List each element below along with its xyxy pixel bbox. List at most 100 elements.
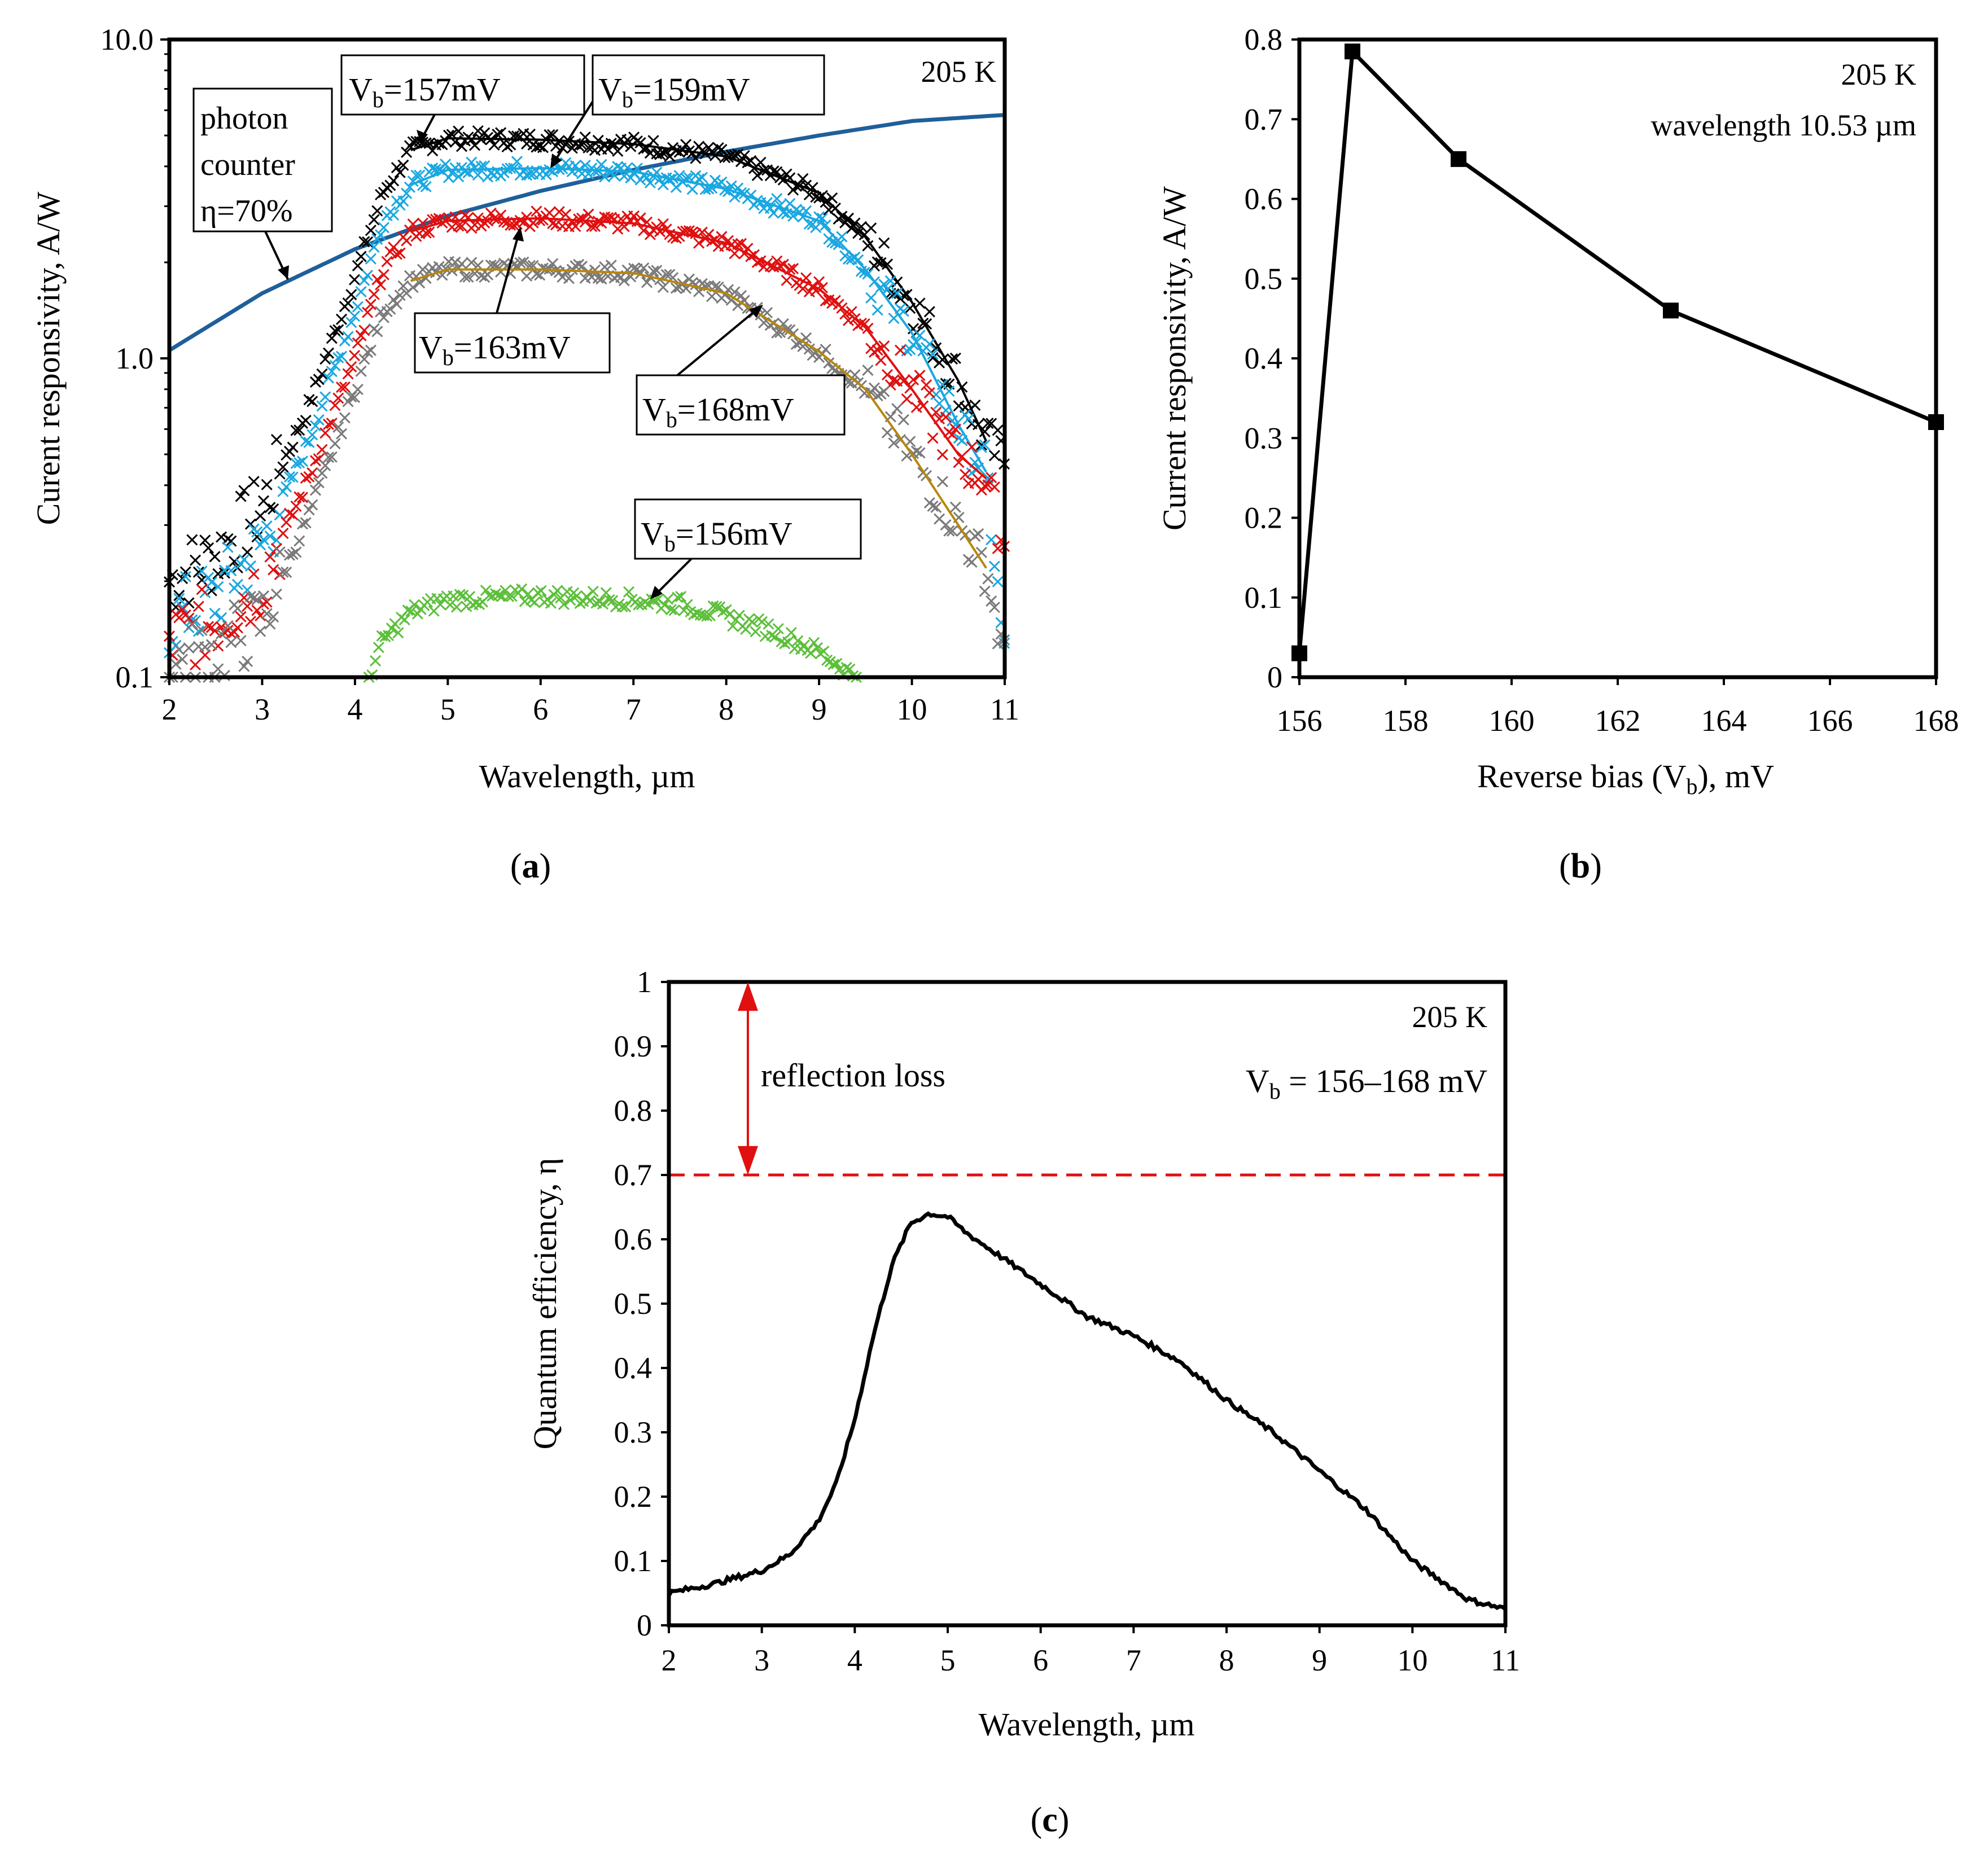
data-point <box>192 566 204 578</box>
y-tick-label: 0.2 <box>614 1480 653 1514</box>
data-point <box>657 281 669 293</box>
data-point <box>881 369 894 381</box>
data-point <box>891 287 903 299</box>
data-point <box>420 227 432 239</box>
data-point <box>878 278 890 291</box>
y-tick-label: 0.6 <box>1245 182 1283 216</box>
data-point <box>521 270 533 282</box>
data-point <box>982 479 994 491</box>
data-point <box>923 306 935 318</box>
data-point <box>242 655 253 668</box>
panel-c-ylabel: Quantum efficiency, η <box>527 1158 563 1450</box>
fit-line <box>410 268 987 569</box>
data-point <box>881 258 894 270</box>
y-tick-label: 0.5 <box>614 1287 653 1321</box>
data-point <box>379 630 391 643</box>
data-point <box>979 439 991 451</box>
panel-c-bias-range: Vb = 156–168 mV <box>1246 1063 1487 1104</box>
data-point <box>342 331 354 343</box>
series-vb-159mv <box>163 156 1010 659</box>
data-point <box>714 601 726 613</box>
data-point <box>189 659 202 670</box>
data-point <box>560 266 572 278</box>
data-point <box>335 313 348 325</box>
data-point <box>287 471 299 483</box>
data-point <box>691 607 703 619</box>
quantum-efficiency-curve <box>667 1211 1507 1611</box>
data-point <box>979 585 991 597</box>
data-point <box>501 141 513 153</box>
data-point <box>316 368 328 380</box>
photon-counter-label-line2: counter <box>200 147 295 182</box>
data-point <box>319 459 331 472</box>
data-point <box>544 207 555 219</box>
data-point <box>453 125 465 137</box>
data-point <box>769 631 781 643</box>
data-point <box>225 535 237 547</box>
data-point <box>605 259 617 271</box>
data-point <box>592 134 604 146</box>
data-point <box>251 526 263 538</box>
data-point <box>483 590 495 602</box>
vb156-arrowhead <box>650 586 663 599</box>
data-point <box>378 312 389 323</box>
data-point <box>524 168 536 180</box>
data-point <box>440 158 452 170</box>
data-point <box>264 551 276 563</box>
data-point <box>884 275 896 287</box>
data-point <box>450 601 463 613</box>
data-point <box>657 147 669 159</box>
data-point <box>370 655 382 666</box>
data-point <box>862 240 874 252</box>
vb159-label: Vb=159mV <box>598 71 750 112</box>
data-point <box>394 290 406 301</box>
data-point <box>222 541 234 553</box>
x-tick-label: 3 <box>754 1643 769 1677</box>
data-point <box>792 635 804 647</box>
x-tick-label: 5 <box>440 692 456 726</box>
data-point <box>270 588 282 600</box>
data-point <box>647 265 659 277</box>
data-point <box>836 211 848 222</box>
data-point <box>235 611 247 622</box>
y-tick-label: 0.3 <box>614 1415 653 1449</box>
fit-line <box>410 137 987 442</box>
data-point <box>508 219 520 231</box>
data-point <box>608 139 620 151</box>
data-point <box>618 170 630 182</box>
data-point <box>203 621 214 633</box>
data-point <box>309 420 322 432</box>
data-point <box>719 152 731 164</box>
data-point <box>287 509 299 521</box>
data-point <box>774 260 786 272</box>
data-point <box>665 604 677 616</box>
x-tick-label: 7 <box>626 692 641 726</box>
panel-a-xlabel: Wavelength, µm <box>479 758 695 795</box>
data-point <box>179 571 191 582</box>
data-point <box>417 264 428 275</box>
data-point <box>701 610 713 622</box>
data-point <box>300 517 312 529</box>
data-point <box>668 604 680 616</box>
data-point <box>988 602 1000 613</box>
data-point <box>862 322 874 334</box>
data-point <box>261 596 273 608</box>
x-tick-label: 4 <box>347 692 362 726</box>
data-point <box>319 427 331 439</box>
data-point <box>973 528 984 540</box>
data-point <box>407 282 419 293</box>
data-point <box>923 387 935 399</box>
vb168-label-box <box>636 374 846 436</box>
data-point <box>294 491 305 503</box>
vb159-arrowhead <box>550 154 562 168</box>
data-point <box>176 573 189 585</box>
data-point <box>423 226 435 238</box>
photon-counter-label-box <box>192 87 333 233</box>
data-point <box>930 388 942 401</box>
data-point <box>264 530 276 542</box>
data-point <box>634 212 646 224</box>
data-point <box>196 624 208 636</box>
data-point <box>930 342 942 354</box>
reflection-arrow-head-down <box>737 1146 758 1175</box>
data-point <box>966 556 978 568</box>
